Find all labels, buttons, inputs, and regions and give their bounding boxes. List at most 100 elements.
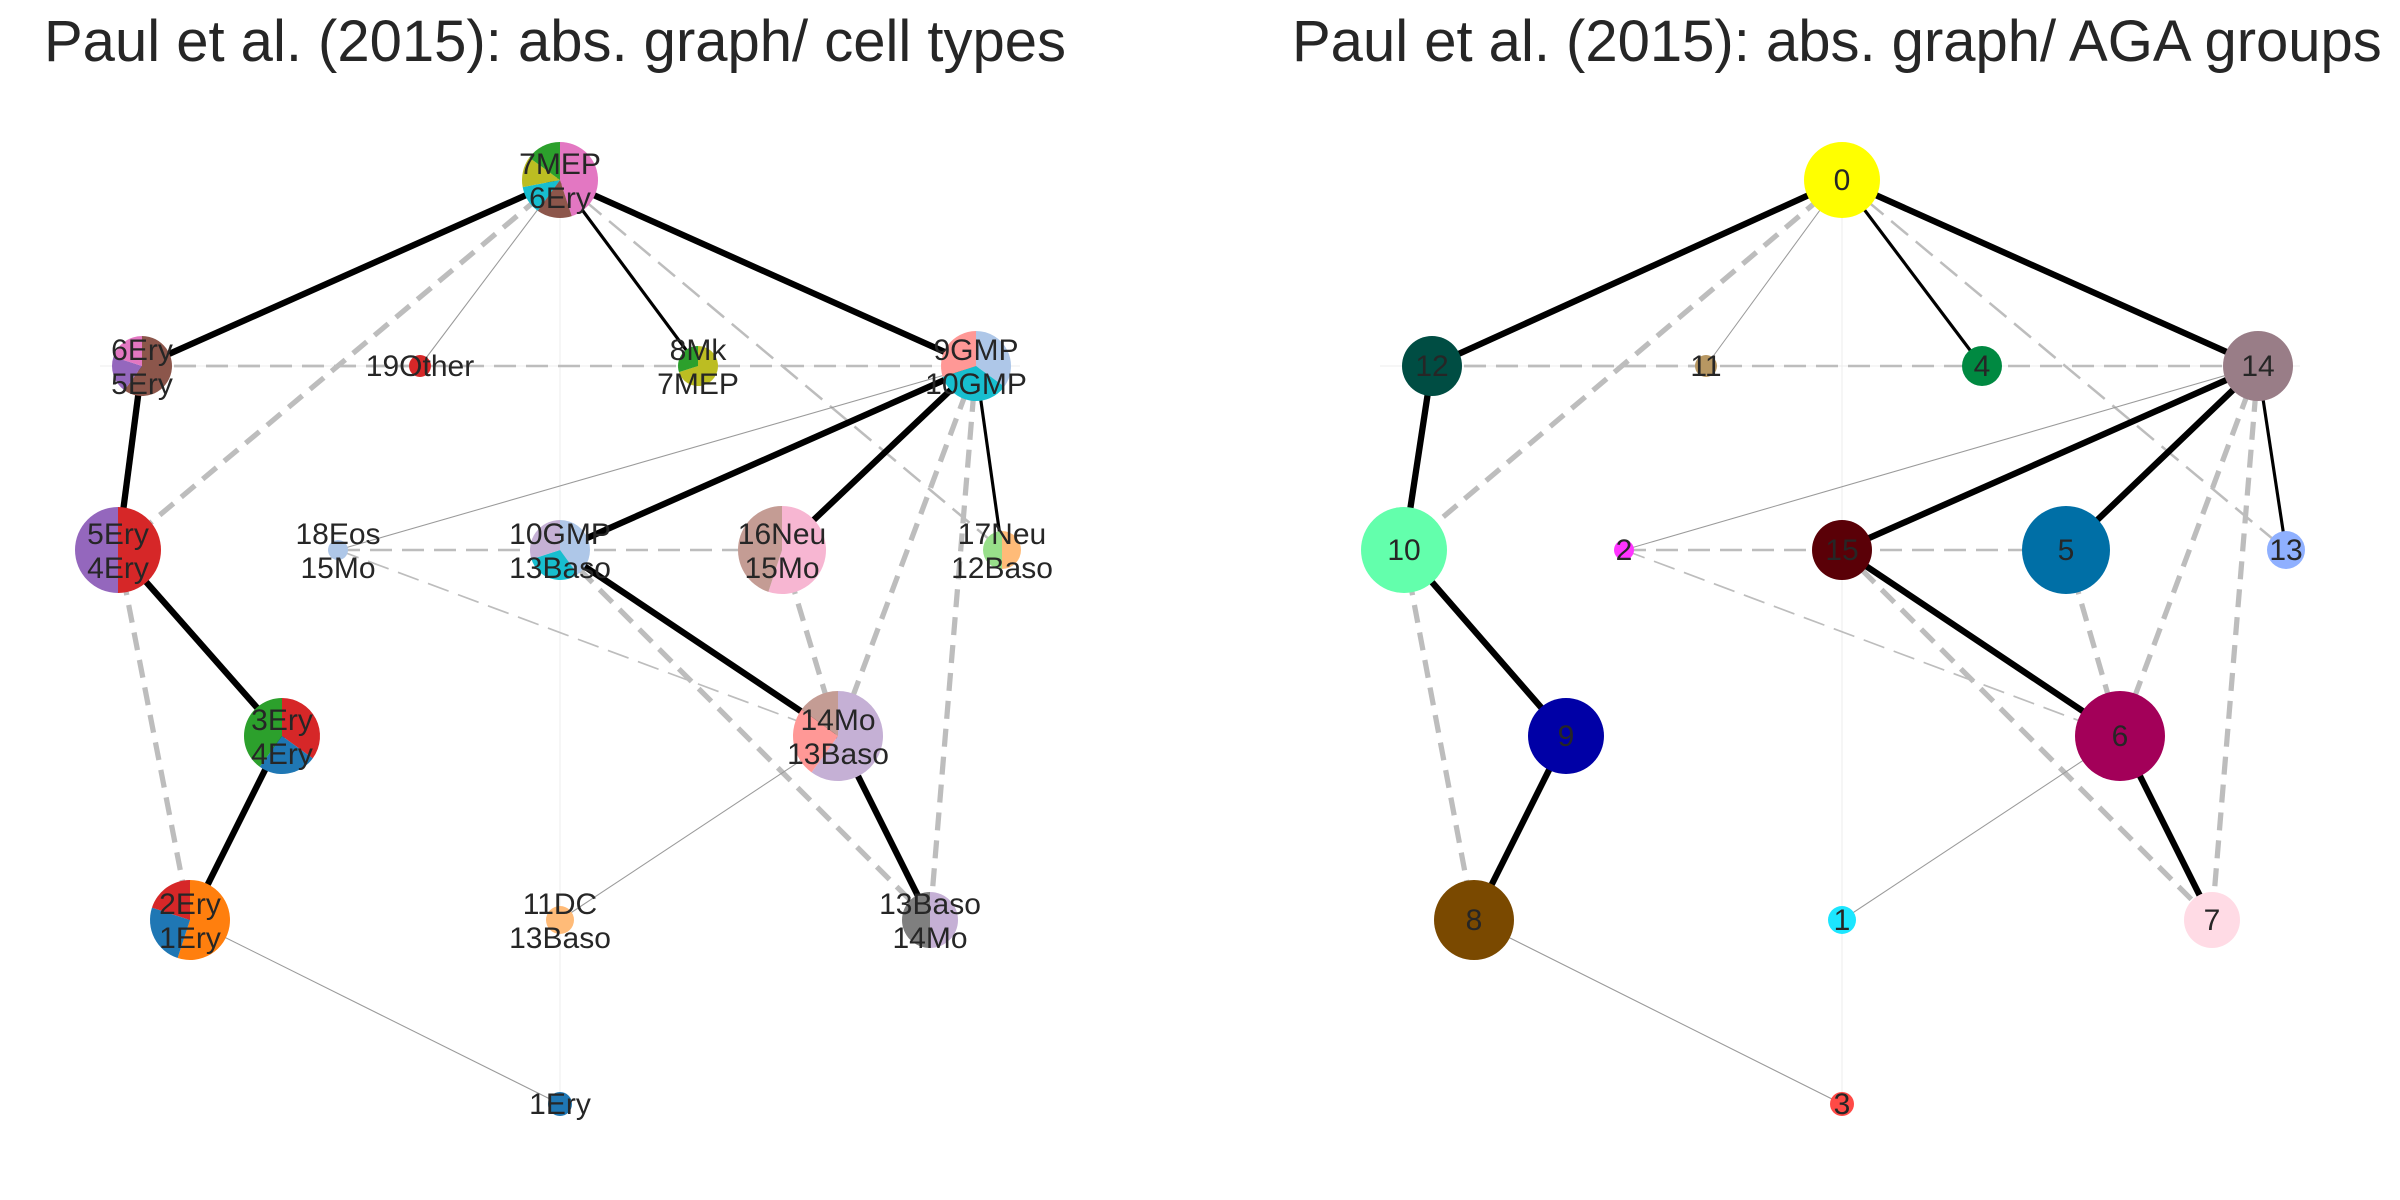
- left-node-11-slice: [409, 355, 431, 377]
- left-node-label: 13Baso: [509, 552, 611, 585]
- left-node-9-slice: [282, 698, 320, 759]
- left-node-14-slice: [941, 331, 976, 377]
- left-node-12: [112, 336, 172, 396]
- right-edge: [1840, 177, 2260, 369]
- right-edge: [2063, 363, 2261, 553]
- left-node-14: [941, 331, 1011, 402]
- left-node-9-slice: [259, 736, 313, 774]
- left-node-label: 13Baso: [787, 738, 889, 771]
- left-node-label: 19Other: [366, 350, 474, 383]
- right-node-label: 1: [1834, 904, 1851, 937]
- right-node-8: [1434, 880, 1514, 960]
- right-panel-title: Paul et al. (2015): abs. graph/ AGA grou…: [1292, 9, 2382, 74]
- right-node-label: 12: [1415, 350, 1448, 383]
- right-node-2: [1614, 540, 1634, 560]
- left-node-label: 9GMP: [933, 334, 1018, 367]
- left-node-8: [150, 880, 231, 960]
- left-node-label: 5Ery: [111, 368, 173, 401]
- left-node-4: [678, 346, 719, 387]
- left-node-4-slice: [678, 346, 719, 387]
- right-edge: [1623, 365, 2259, 551]
- left-node-10-slice: [118, 507, 161, 593]
- left-panel-title: Paul et al. (2015): abs. graph/ cell typ…: [44, 9, 1067, 74]
- left-edge: [559, 179, 1003, 551]
- left-node-label: 11DC: [523, 888, 597, 921]
- right-node-3: [1830, 1092, 1854, 1116]
- right-node-13: [2267, 531, 2305, 569]
- left-node-0-slice: [537, 180, 572, 218]
- left-node-label: 14Mo: [892, 922, 967, 955]
- right-node-15: [1812, 520, 1872, 580]
- left-node-label: 7MEP: [657, 368, 739, 401]
- left-node-label: 8Mk: [670, 334, 728, 367]
- right-node-label: 5: [2058, 534, 2075, 567]
- right-edge: [1841, 179, 2287, 551]
- left-node-13-slice: [983, 531, 1002, 569]
- left-edge: [558, 177, 978, 369]
- right-edge: [1705, 179, 1843, 367]
- left-edge: [835, 365, 979, 737]
- right-edge: [1841, 735, 2121, 921]
- left-edge: [559, 735, 839, 921]
- right-node-5: [2022, 506, 2110, 594]
- left-node-label: 6Ery: [529, 182, 591, 215]
- left-node-16-slice: [546, 906, 574, 934]
- right-node-label: 6: [2112, 720, 2129, 753]
- left-panel-grid: [100, 160, 1020, 1110]
- left-node-label: 2Ery: [159, 888, 221, 921]
- right-node-0: [1804, 142, 1880, 218]
- right-panel-nodes: [1361, 142, 2305, 1116]
- right-node-label: 14: [2241, 350, 2274, 383]
- left-node-label: 12Baso: [951, 552, 1053, 585]
- right-edge: [1430, 177, 1844, 369]
- left-edge: [189, 919, 561, 1105]
- left-node-15-slice: [530, 520, 560, 560]
- left-node-6-slice: [801, 691, 838, 736]
- left-node-2-slice: [328, 540, 348, 560]
- left-node-label: 7MEP: [519, 148, 601, 181]
- left-node-0-slice: [522, 157, 560, 188]
- right-edge: [1402, 177, 1844, 553]
- left-node-14-slice: [942, 366, 1005, 402]
- right-node-label: 7: [2204, 904, 2221, 937]
- left-node-3: [548, 1092, 572, 1116]
- right-edge: [1840, 547, 2122, 739]
- right-node-1: [1828, 906, 1856, 934]
- left-node-9-slice: [244, 698, 282, 767]
- left-node-label: 13Baso: [879, 888, 981, 921]
- right-edge: [2117, 365, 2261, 737]
- left-node-7: [902, 892, 958, 948]
- left-node-15-slice: [560, 520, 590, 575]
- left-node-5: [737, 506, 826, 594]
- left-node-9: [244, 698, 320, 774]
- left-edge: [337, 365, 977, 551]
- left-node-15: [530, 520, 590, 580]
- left-edge: [115, 549, 193, 921]
- left-node-label: 13Baso: [509, 922, 611, 955]
- left-node-8-slice: [151, 880, 190, 920]
- left-edge: [419, 179, 561, 367]
- left-node-label: 15Mo: [744, 552, 819, 585]
- right-node-14: [2223, 331, 2293, 401]
- left-node-12-slice: [113, 336, 142, 366]
- right-node-label: 10: [1387, 534, 1420, 567]
- left-node-12-slice: [112, 356, 142, 391]
- left-node-12-slice: [124, 336, 172, 396]
- left-node-15-slice: [531, 550, 578, 580]
- right-node-4: [1962, 346, 2002, 386]
- right-node-12: [1402, 336, 1462, 396]
- left-edge: [337, 549, 839, 737]
- left-node-3-slice: [548, 1092, 572, 1116]
- right-node-7: [2184, 892, 2240, 948]
- left-panel-nodes: [75, 142, 1021, 1116]
- left-node-6: [792, 691, 883, 781]
- left-node-label: 17Neu: [958, 518, 1046, 551]
- right-node-label: 4: [1974, 350, 1991, 383]
- left-node-label: 16Neu: [738, 518, 826, 551]
- left-node-7-slice: [902, 892, 930, 948]
- right-edge: [1840, 363, 2260, 553]
- left-node-16: [546, 906, 574, 934]
- left-node-13: [983, 531, 1021, 569]
- left-node-8-slice: [177, 880, 231, 960]
